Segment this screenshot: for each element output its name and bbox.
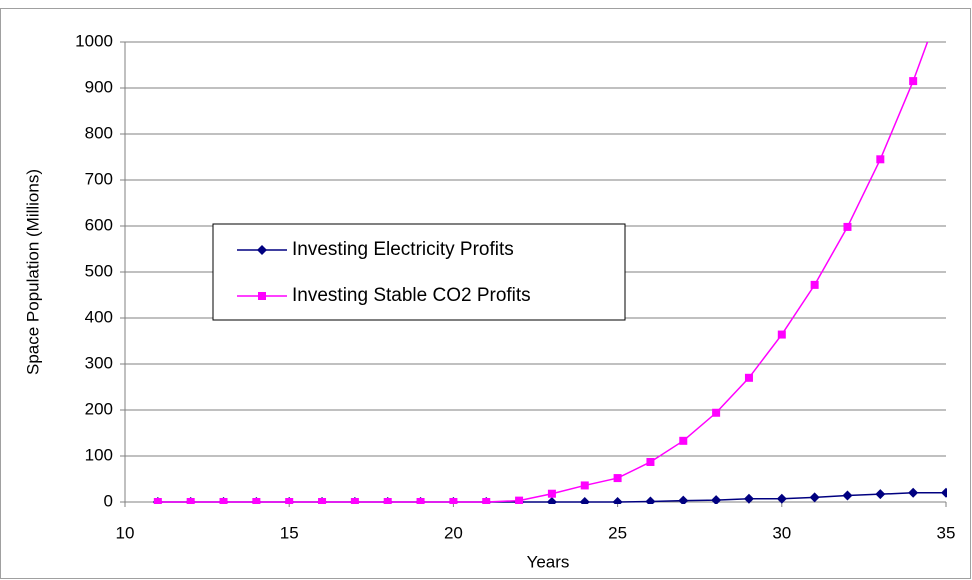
x-tick-label: 15	[280, 523, 299, 542]
marker	[383, 498, 392, 504]
marker	[612, 497, 623, 504]
marker	[219, 498, 228, 504]
marker	[744, 373, 753, 382]
marker	[712, 408, 721, 417]
marker	[645, 496, 656, 504]
y-tick-label: 500	[85, 261, 113, 280]
marker	[909, 77, 918, 86]
marker	[482, 498, 491, 504]
marker	[613, 474, 622, 483]
legend-label: Investing Stable CO2 Profits	[292, 285, 531, 306]
marker	[711, 495, 722, 504]
y-tick-label: 1000	[75, 31, 113, 50]
marker	[941, 487, 947, 498]
marker	[679, 436, 688, 445]
marker	[777, 330, 786, 339]
x-tick-label: 30	[772, 523, 791, 542]
marker	[842, 490, 853, 501]
marker	[776, 493, 787, 504]
marker	[515, 496, 524, 504]
marker	[416, 498, 425, 504]
marker	[580, 481, 589, 490]
x-tick-label: 20	[444, 523, 463, 542]
marker	[843, 222, 852, 231]
marker	[810, 280, 819, 289]
marker	[257, 245, 267, 255]
marker	[743, 493, 754, 504]
marker	[258, 292, 266, 300]
legend-label: Investing Electricity Profits	[292, 239, 514, 260]
y-tick-label: 0	[104, 491, 113, 510]
marker	[908, 487, 919, 498]
y-tick-label: 800	[85, 123, 113, 142]
y-axis-label: Space Population (Millions)	[23, 169, 42, 375]
x-tick-label: 35	[937, 523, 956, 542]
marker	[646, 457, 655, 466]
marker	[285, 498, 294, 504]
y-tick-label: 100	[85, 445, 113, 464]
marker	[547, 489, 556, 498]
x-axis-label: Years	[527, 552, 570, 571]
marker	[579, 497, 590, 504]
legend-box	[212, 223, 626, 321]
marker	[252, 498, 261, 504]
chart-border	[0, 8, 971, 579]
y-tick-label: 300	[85, 353, 113, 372]
marker	[350, 498, 359, 504]
x-tick-label: 25	[608, 523, 627, 542]
marker	[449, 498, 458, 504]
marker	[153, 498, 162, 504]
y-tick-label: 900	[85, 77, 113, 96]
y-tick-label: 700	[85, 169, 113, 188]
x-tick-label: 10	[116, 523, 135, 542]
marker	[875, 489, 886, 500]
y-tick-label: 400	[85, 307, 113, 326]
y-tick-label: 200	[85, 399, 113, 418]
marker	[876, 155, 885, 164]
marker	[186, 498, 195, 504]
marker	[318, 498, 327, 504]
marker	[546, 497, 557, 504]
marker	[678, 495, 689, 504]
y-tick-label: 600	[85, 215, 113, 234]
marker	[809, 492, 820, 503]
